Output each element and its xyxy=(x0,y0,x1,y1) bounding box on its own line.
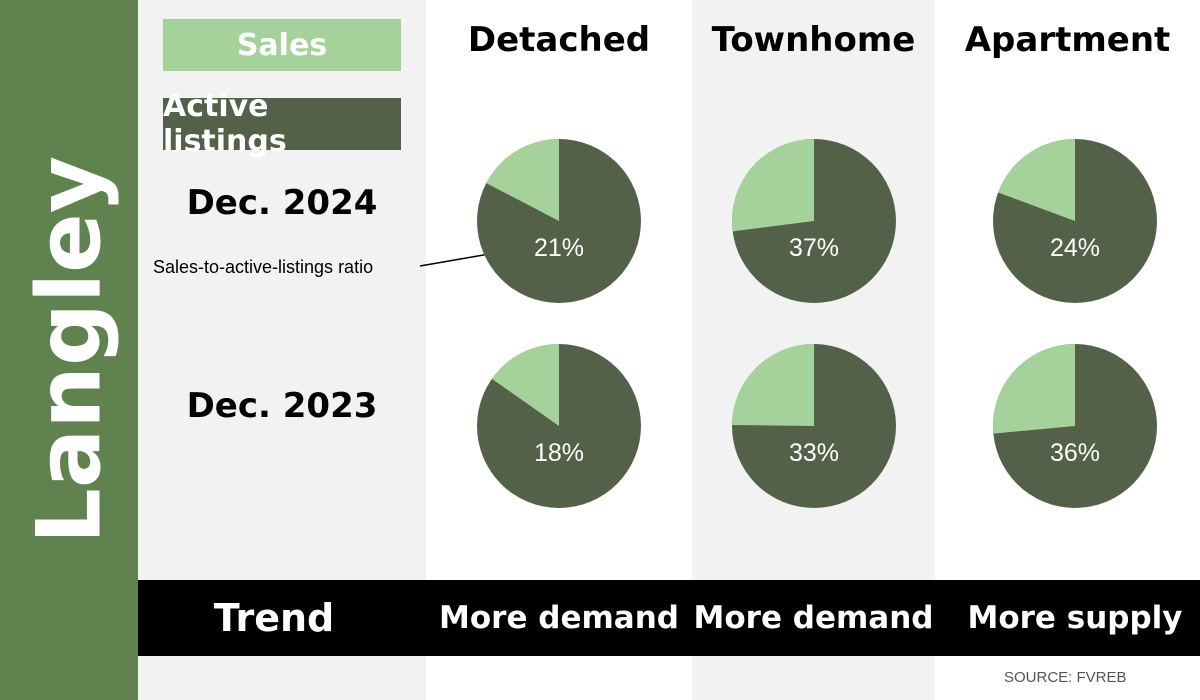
pie-slice-sales xyxy=(732,344,814,426)
trend-detached: More demand xyxy=(439,600,679,636)
trend-label: Trend xyxy=(213,596,335,640)
trend-townhome: More demand xyxy=(693,600,934,636)
pie-ratio-label: 18% xyxy=(534,439,584,467)
pie-slice-sales xyxy=(732,139,814,232)
source-note: SOURCE: FVREB xyxy=(1004,669,1127,686)
pie-slice-sales xyxy=(993,344,1075,434)
pie-apartment-dec-2023: 36% xyxy=(993,344,1157,508)
pie-ratio-label: 21% xyxy=(534,234,584,262)
pie-ratio-label: 37% xyxy=(789,234,839,262)
pie-detached-dec-2023: 18% xyxy=(477,344,641,508)
ratio-annotation: Sales-to-active-listings ratio xyxy=(153,257,374,277)
pie-ratio-label: 24% xyxy=(1050,234,1100,262)
pie-ratio-label: 33% xyxy=(789,439,839,467)
trend-bar xyxy=(138,580,1200,656)
column-header-detached: Detached xyxy=(467,20,651,60)
row-label-dec-2024: Dec. 2024 xyxy=(186,183,378,223)
column-header-townhome: Townhome xyxy=(711,20,916,60)
pie-townhome-dec-2024: 37% xyxy=(732,139,896,303)
pie-apartment-dec-2024: 24% xyxy=(993,139,1157,303)
legend-sales: Sales xyxy=(163,19,401,71)
pie-slice-sales xyxy=(486,139,559,221)
pie-slice-sales xyxy=(998,139,1075,221)
column-header-apartment: Apartment xyxy=(964,20,1171,60)
pie-townhome-dec-2023: 33% xyxy=(732,344,896,508)
trend-apartment: More supply xyxy=(967,600,1183,636)
pie-slice-sales xyxy=(491,344,559,426)
pie-ratio-label: 36% xyxy=(1050,439,1100,467)
sidebar: Langley xyxy=(0,0,138,700)
pie-detached-dec-2024: 21% xyxy=(477,139,641,303)
row-label-dec-2023: Dec. 2023 xyxy=(186,386,378,426)
